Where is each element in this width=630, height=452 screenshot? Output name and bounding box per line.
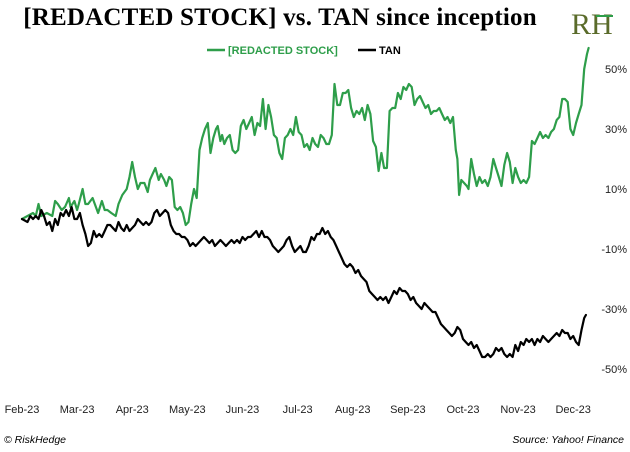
x-tick-label: May-23 xyxy=(169,404,206,416)
y-tick-label: -50% xyxy=(601,364,627,376)
x-tick-label: Mar-23 xyxy=(60,404,95,416)
x-axis: Feb-23 Mar-23 Apr-23 May-23 Jun-23 Jul-23 Aug-… xyxy=(5,404,591,416)
legend-item-tan-label: TAN xyxy=(379,45,401,57)
x-tick-label: Jul-23 xyxy=(283,404,313,416)
x-tick-label: Feb-23 xyxy=(5,404,40,416)
y-axis: 50% 30% 10% -10% -30% -50% xyxy=(601,64,627,376)
x-tick-label: Aug-23 xyxy=(335,404,370,416)
y-tick-label: 30% xyxy=(605,124,627,136)
y-tick-label: 50% xyxy=(605,64,627,76)
riskhedge-logo-icon: R H xyxy=(571,8,613,40)
x-tick-label: Jun-23 xyxy=(226,404,260,416)
x-tick-label: Oct-23 xyxy=(446,404,479,416)
copyright-note: © RiskHedge xyxy=(4,434,67,446)
series-layer xyxy=(20,46,590,359)
series-line-redacted-stock xyxy=(20,46,590,227)
svg-text:R: R xyxy=(571,8,591,40)
x-tick-label: Dec-23 xyxy=(555,404,590,416)
chart-title: [REDACTED STOCK] vs. TAN since inception xyxy=(23,4,537,31)
x-tick-label: Sep-23 xyxy=(390,404,425,416)
series-line-tan xyxy=(20,205,587,359)
y-tick-label: -10% xyxy=(601,244,627,256)
y-tick-label: 10% xyxy=(605,184,627,196)
source-note: Source: Yahoo! Finance xyxy=(512,434,624,446)
y-tick-label: -30% xyxy=(601,304,627,316)
legend: [REDACTED STOCK] TAN xyxy=(207,45,401,57)
legend-item-redacted-stock-label: [REDACTED STOCK] xyxy=(228,45,338,57)
x-tick-label: Nov-23 xyxy=(500,404,535,416)
x-tick-label: Apr-23 xyxy=(116,404,149,416)
